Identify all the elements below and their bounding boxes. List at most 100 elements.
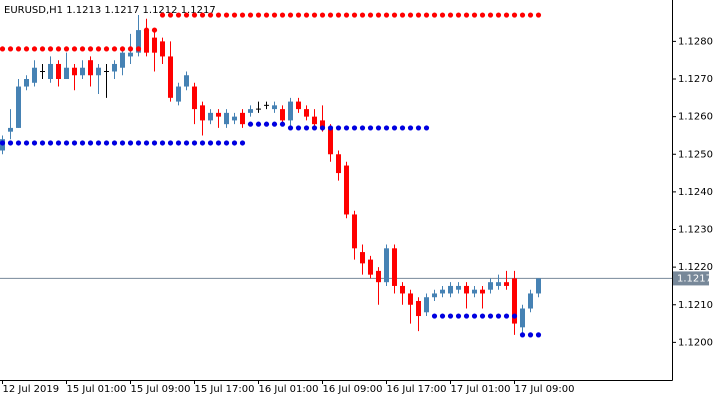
sar-dot (87, 140, 94, 146)
candle-body (176, 86, 181, 102)
sar-dot (287, 125, 294, 131)
candle-body (280, 109, 285, 121)
sar-dot (359, 125, 366, 131)
candle-body (368, 259, 373, 275)
candle-body (360, 252, 365, 264)
sar-dot (39, 140, 46, 146)
sar-dot (439, 12, 446, 18)
sar-dot (207, 12, 214, 18)
sar-dot (87, 46, 94, 52)
sar-dot (79, 46, 86, 52)
x-tick-label: 12 Jul 2019 (3, 384, 60, 395)
sar-dot (503, 12, 510, 18)
sar-dot (271, 12, 278, 18)
sar-dot (463, 313, 470, 319)
sar-dot (471, 313, 478, 319)
sar-dot (239, 12, 246, 18)
y-tick-label: 1.1210 (678, 300, 713, 311)
last-price-label: 1.1217 (677, 273, 712, 284)
sar-dot (479, 12, 486, 18)
sar-dot (343, 12, 350, 18)
candle-body (416, 300, 421, 317)
candle-body (432, 293, 437, 298)
sar-dot (303, 12, 310, 18)
candle-body (96, 67, 101, 76)
sar-dot (255, 12, 262, 18)
sar-dot (199, 12, 206, 18)
y-tick-label: 1.1250 (678, 149, 713, 160)
y-tick-label: 1.1280 (678, 36, 713, 47)
sar-dot (359, 12, 366, 18)
sar-dot (23, 46, 30, 52)
sar-dot (103, 140, 110, 146)
candle-body (112, 63, 117, 72)
sar-dot (63, 46, 70, 52)
sar-dot (375, 125, 382, 131)
sar-dot (31, 140, 38, 146)
sar-dot (231, 12, 238, 18)
sar-dot (223, 12, 230, 18)
candle-body (152, 37, 157, 53)
candle-body (208, 112, 213, 121)
candle-body (504, 282, 509, 286)
sar-dot (55, 140, 62, 146)
sar-dot (447, 313, 454, 319)
sar-dot (279, 12, 286, 18)
sar-dot (167, 140, 174, 146)
sar-dot (191, 12, 198, 18)
sar-dot (399, 125, 406, 131)
candle-body (272, 105, 277, 110)
sar-dot (215, 140, 222, 146)
sar-dot (183, 140, 190, 146)
sar-dot (159, 140, 166, 146)
sar-dot (327, 12, 334, 18)
y-tick-label: 1.1220 (678, 262, 713, 273)
candle-body (344, 165, 349, 215)
sar-dot (447, 12, 454, 18)
sar-dot (351, 125, 358, 131)
sar-dot (239, 140, 246, 146)
sar-dot (111, 46, 118, 52)
sar-dot (0, 46, 6, 52)
sar-dot (15, 140, 22, 146)
x-tick-label: 17 Jul 09:00 (515, 384, 575, 395)
sar-dot (143, 27, 150, 33)
x-tick-label: 15 Jul 17:00 (195, 384, 255, 395)
sar-dot (135, 46, 142, 52)
sar-dot (487, 12, 494, 18)
sar-dot (375, 12, 382, 18)
candle-body (456, 285, 461, 290)
sar-dot (247, 12, 254, 18)
sar-dot (527, 332, 534, 338)
candle-body (440, 289, 445, 294)
sar-dot (335, 12, 342, 18)
candle-body (16, 86, 21, 128)
sar-dot (95, 46, 102, 52)
candle-body (48, 63, 53, 80)
candle-body (384, 248, 389, 283)
sar-dot (391, 12, 398, 18)
candle-body (240, 112, 245, 125)
candle-body (32, 67, 37, 83)
candle-body (536, 278, 541, 294)
x-tick-label: 16 Jul 17:00 (387, 384, 447, 395)
candle-body (216, 112, 221, 117)
candle-body (496, 282, 501, 286)
sar-dot (415, 125, 422, 131)
sar-dot (31, 46, 38, 52)
sar-dot (303, 125, 310, 131)
candle-body (200, 105, 205, 121)
sar-dot (55, 46, 62, 52)
sar-dot (311, 125, 318, 131)
sar-dot (383, 12, 390, 18)
sar-dot (439, 313, 446, 319)
sar-dot (423, 125, 430, 131)
sar-dot (0, 140, 6, 146)
sar-dot (287, 12, 294, 18)
sar-dot (455, 12, 462, 18)
candle-body (392, 248, 397, 286)
sar-dot (279, 121, 286, 127)
x-tick-label: 16 Jul 01:00 (259, 384, 319, 395)
